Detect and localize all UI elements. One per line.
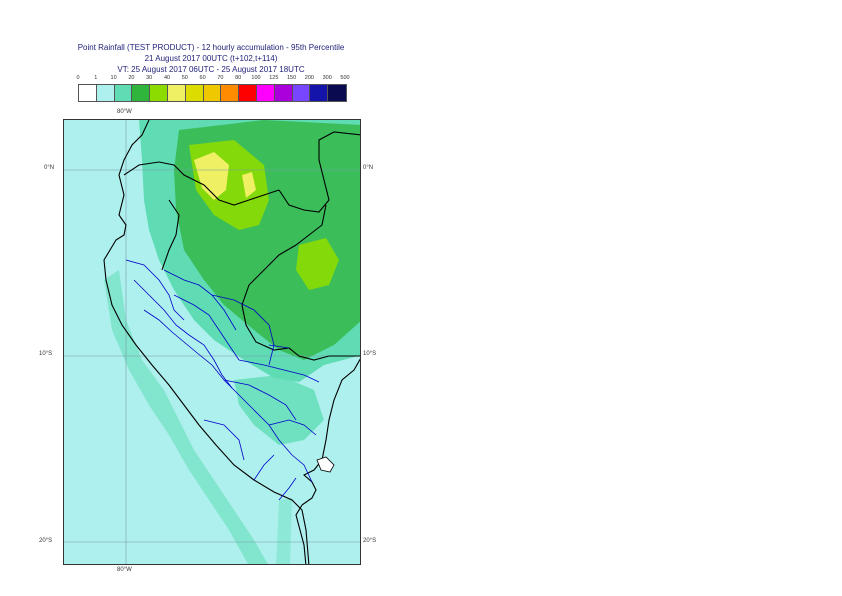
legend-tick-label: 60	[199, 75, 206, 81]
rain-field-30-40-east	[296, 238, 339, 290]
lat-label-left-10s: 10°S	[39, 351, 53, 357]
coastal-rain-streaks	[104, 270, 268, 564]
map-title: Point Rainfall (TEST PRODUCT) - 12 hourl…	[77, 43, 345, 52]
rain-field-moderate-south	[234, 375, 324, 445]
color-legend	[78, 84, 347, 102]
coastline	[103, 120, 310, 564]
top-longitude-label: 80°W	[117, 109, 132, 115]
rain-field-40-50	[194, 152, 229, 200]
legend-swatch	[274, 85, 293, 101]
legend-tick-labels: 0 1 10 20 30 40 50 60 70 80 100 125 150 200 300 500	[76, 75, 350, 83]
legend-tick-label: 40	[163, 75, 171, 81]
legend-swatch	[256, 85, 275, 101]
legend-tick-label: 500	[340, 75, 350, 81]
legend-swatch	[185, 85, 204, 101]
legend-tick-label: 1	[94, 75, 98, 81]
map-base-time: 21 August 2017 00UTC (t+102,t+114)	[144, 54, 278, 63]
legend-tick-label: 200	[304, 75, 314, 81]
legend-swatch	[221, 85, 240, 101]
offshore-streak	[276, 498, 292, 564]
legend-tick-label: 20	[128, 75, 135, 81]
legend-tick-label: 70	[217, 75, 224, 81]
legend-swatch	[292, 85, 311, 101]
legend-swatch	[132, 85, 151, 101]
lat-label-right-10s: 10°S	[363, 351, 377, 357]
legend-tick-label: 300	[322, 75, 332, 81]
legend-swatch	[114, 85, 133, 101]
country-borders	[123, 131, 360, 564]
map-canvas	[64, 120, 360, 564]
lat-label-left-20s: 20°S	[39, 538, 53, 544]
legend-tick-label: 0	[76, 75, 80, 81]
bottom-longitude-label: 80°W	[117, 567, 132, 573]
legend-swatch	[239, 85, 257, 101]
legend-tick-label: 100	[251, 75, 261, 81]
legend-swatch	[79, 85, 97, 101]
legend-swatch	[150, 85, 168, 101]
legend-tick-label: 10	[110, 75, 117, 81]
legend-tick-label: 30	[146, 75, 153, 81]
lat-label-left-0: 0°N	[44, 165, 55, 171]
legend-tick-label: 150	[287, 75, 297, 81]
graticule	[64, 120, 360, 564]
lat-label-right-0: 0°N	[363, 165, 374, 171]
legend-tick-label: 125	[269, 75, 279, 81]
legend-tick-label: 80	[235, 75, 242, 81]
lake-titicaca	[316, 456, 335, 473]
legend-tick-label: 50	[181, 75, 188, 81]
legend-swatch	[167, 85, 186, 101]
legend-swatch	[96, 85, 115, 101]
legend-swatch	[328, 85, 346, 101]
rainfall-map	[63, 119, 361, 565]
legend-swatch	[310, 85, 329, 101]
lat-label-right-20s: 20°S	[363, 538, 377, 544]
region-borders	[125, 259, 320, 501]
rain-field-40-50-b	[242, 172, 256, 198]
map-validity-time: VT: 25 August 2017 06UTC - 25 August 201…	[117, 65, 305, 74]
legend-swatch	[203, 85, 222, 101]
